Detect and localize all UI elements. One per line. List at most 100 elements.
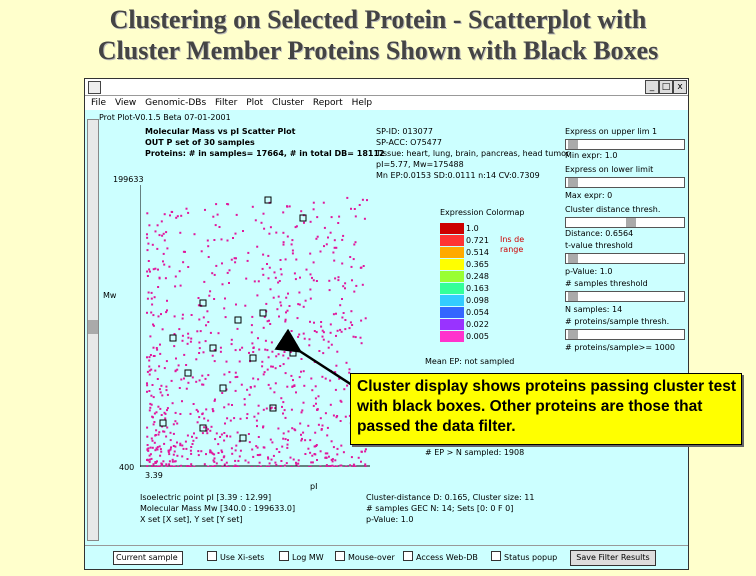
- menu-view[interactable]: View: [114, 98, 137, 108]
- protein-point: [279, 301, 282, 304]
- express-upper-label: Express on upper lim 1: [565, 127, 658, 136]
- protein-point: [341, 316, 344, 319]
- menu-help[interactable]: Help: [351, 98, 373, 108]
- minimize-button[interactable]: _: [645, 80, 659, 94]
- protein-point: [234, 376, 237, 379]
- protein-point: [157, 286, 160, 288]
- protein-point: [277, 281, 280, 284]
- protein-point: [320, 428, 323, 430]
- protein-point: [165, 385, 168, 388]
- menu-filter[interactable]: Filter: [215, 98, 238, 108]
- protein-point: [160, 464, 163, 467]
- checkbox-box[interactable]: [403, 551, 413, 561]
- log-mw-checkbox[interactable]: Log MW: [279, 551, 324, 564]
- upper-limit-slider[interactable]: [565, 139, 685, 150]
- protein-point: [312, 261, 315, 264]
- menu-report[interactable]: Report: [312, 98, 343, 108]
- protein-point: [263, 446, 266, 449]
- menu-cluster[interactable]: Cluster: [272, 98, 304, 108]
- protein-point: [311, 461, 314, 464]
- cluster-member-box: [239, 434, 247, 442]
- checkbox-label: Log MW: [292, 553, 324, 562]
- slide-title: Clustering on Selected Protein - Scatter…: [0, 4, 756, 66]
- max-expr-value: Max expr: 0: [565, 191, 613, 200]
- protein-point: [291, 252, 294, 255]
- protein-point: [324, 452, 327, 455]
- protein-point: [169, 439, 172, 442]
- protein-point: [284, 320, 287, 323]
- maximize-button[interactable]: □: [659, 80, 673, 94]
- menu-plot[interactable]: Plot: [246, 98, 264, 108]
- protein-point: [298, 333, 301, 336]
- protein-point: [149, 335, 152, 338]
- protein-point: [154, 434, 157, 437]
- protein-point: [171, 402, 174, 405]
- protein-point: [340, 330, 343, 333]
- proteins-slider[interactable]: [565, 329, 685, 340]
- slider-thumb[interactable]: [568, 178, 578, 187]
- protein-point: [314, 431, 317, 434]
- protein-point: [269, 387, 272, 390]
- menu-genomic-dbs[interactable]: Genomic-DBs: [145, 98, 207, 108]
- protein-point: [234, 232, 237, 235]
- protein-point: [335, 312, 337, 315]
- menu-file[interactable]: File: [91, 98, 107, 108]
- protein-point: [278, 451, 281, 453]
- sample-select[interactable]: Current sample: [113, 551, 183, 565]
- protein-point: [174, 275, 177, 278]
- slider-thumb[interactable]: [626, 218, 636, 227]
- protein-point: [298, 303, 301, 306]
- protein-point: [153, 421, 156, 423]
- use-xi-sets-checkbox[interactable]: Use Xi-sets: [207, 551, 264, 564]
- protein-point: [299, 276, 301, 279]
- protein-point: [323, 226, 326, 229]
- protein-point: [160, 220, 163, 223]
- lower-limit-slider[interactable]: [565, 177, 685, 188]
- bottom-info-5: # samples GEC N: 14; Sets [0: 0 F 0]: [366, 504, 514, 513]
- plot-header-3: Proteins: # in samples= 17664, # in tota…: [145, 149, 385, 158]
- samples-slider[interactable]: [565, 291, 685, 302]
- close-button[interactable]: x: [673, 80, 687, 94]
- slider-thumb[interactable]: [568, 140, 578, 149]
- protein-point: [285, 462, 288, 465]
- access-web-db-checkbox[interactable]: Access Web-DB: [403, 551, 478, 564]
- protein-point: [268, 319, 270, 322]
- protein-point: [309, 439, 312, 442]
- protein-point: [262, 408, 265, 411]
- tvalue-slider[interactable]: [565, 253, 685, 264]
- status-popup-checkbox[interactable]: Status popup: [491, 551, 557, 564]
- protein-point: [166, 409, 168, 412]
- protein-point: [203, 426, 206, 429]
- protein-point: [269, 407, 272, 410]
- protein-point: [248, 351, 250, 354]
- checkbox-box[interactable]: [279, 551, 289, 561]
- protein-point: [173, 315, 176, 318]
- protein-point: [152, 396, 155, 399]
- scatter-plot[interactable]: [140, 185, 370, 467]
- protein-point: [282, 432, 285, 435]
- slider-thumb[interactable]: [568, 254, 578, 263]
- mouse-over-checkbox[interactable]: Mouse-over: [335, 551, 395, 564]
- protein-point: [158, 365, 161, 368]
- slider-thumb[interactable]: [568, 330, 578, 339]
- protein-point: [149, 402, 152, 405]
- protein-point: [195, 358, 198, 361]
- protein-point: [146, 270, 149, 273]
- save-filter-results-button[interactable]: Save Filter Results: [570, 550, 656, 566]
- vertical-scrollbar[interactable]: [87, 119, 99, 541]
- protein-point: [342, 312, 345, 314]
- protein-point: [171, 460, 174, 463]
- protein-point: [262, 253, 265, 256]
- slider-thumb[interactable]: [568, 292, 578, 301]
- checkbox-box[interactable]: [491, 551, 501, 561]
- protein-point: [165, 360, 168, 363]
- protein-point: [315, 444, 318, 446]
- scrollbar-thumb[interactable]: [88, 320, 98, 334]
- protein-point: [177, 465, 179, 467]
- checkbox-box[interactable]: [335, 551, 345, 561]
- distance-slider[interactable]: [565, 217, 685, 228]
- checkbox-box[interactable]: [207, 551, 217, 561]
- protein-point: [217, 443, 220, 446]
- protein-point: [172, 465, 175, 467]
- protein-point: [152, 324, 155, 327]
